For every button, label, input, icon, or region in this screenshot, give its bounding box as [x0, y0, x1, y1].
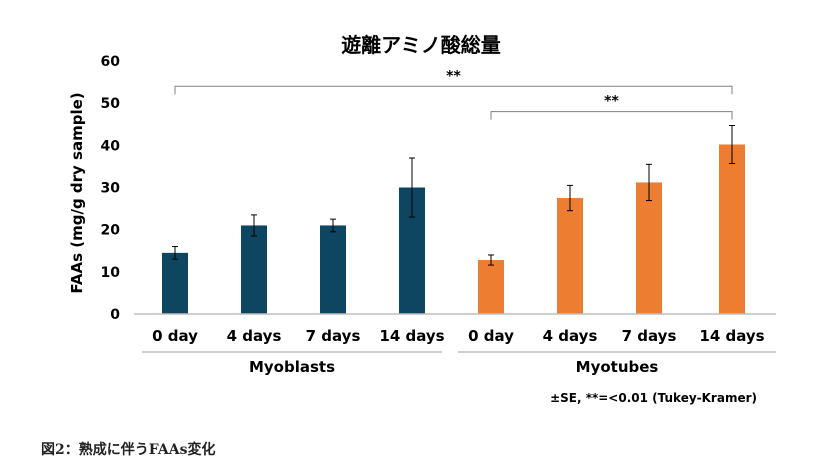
- x-tick-label: 0 day: [468, 327, 514, 345]
- bar: [719, 144, 745, 314]
- significance-bracket: [490, 111, 733, 120]
- bar: [557, 198, 583, 314]
- significance-brackets: ** **: [174, 68, 733, 120]
- error-bar: [251, 214, 257, 237]
- significance-bracket: [174, 85, 733, 95]
- error-bar: [172, 246, 178, 260]
- bar: [478, 260, 504, 314]
- bar: [320, 225, 346, 314]
- y-tick-label: 50: [101, 96, 121, 112]
- x-tick-label: 4 days: [227, 327, 282, 345]
- error-bar: [567, 184, 573, 212]
- figure-caption: 図2：熟成に伴うFAAs変化: [41, 442, 216, 458]
- bar: [636, 182, 662, 314]
- error-bar: [646, 163, 652, 202]
- y-tick-label: 40: [101, 138, 121, 154]
- x-tick-label: 14 days: [379, 327, 444, 345]
- group-label: Myoblasts: [249, 358, 335, 376]
- error-bar: [729, 125, 735, 164]
- error-bar: [409, 157, 415, 218]
- group-label: Myotubes: [576, 358, 659, 376]
- y-tick-labels: 0 10 20 30 40 50 60: [101, 54, 121, 323]
- y-tick-label: 10: [101, 265, 121, 281]
- y-tick-label: 20: [101, 223, 121, 239]
- x-tick-label: 7 days: [622, 327, 677, 345]
- y-tick-label: 60: [101, 54, 121, 70]
- error-bar: [330, 218, 336, 233]
- y-tick-label: 0: [110, 307, 120, 323]
- x-tick-label: 0 day: [152, 327, 198, 345]
- bar: [162, 252, 188, 314]
- error-bars: [172, 125, 735, 266]
- x-tick-labels: 0 day 4 days 7 days 14 days 0 day 4 days 7 day…: [152, 327, 765, 345]
- bars: [162, 144, 745, 314]
- y-tick-label: 30: [101, 181, 121, 197]
- bar: [241, 225, 267, 314]
- chart-title: 遊離アミノ酸総量: [341, 33, 501, 57]
- x-tick-label: 4 days: [543, 327, 598, 345]
- error-bar: [488, 254, 494, 266]
- significance-label: **: [604, 94, 619, 110]
- x-tick-label: 14 days: [699, 327, 764, 345]
- group-labels: Myoblasts Myotubes: [142, 351, 776, 376]
- significance-label: **: [446, 68, 461, 84]
- x-tick-label: 7 days: [306, 327, 361, 345]
- statistics-note: ±SE, **=<0.01 (Tukey-Kramer): [550, 391, 757, 405]
- y-axis-label: FAAs (mg/g dry sample): [68, 92, 86, 293]
